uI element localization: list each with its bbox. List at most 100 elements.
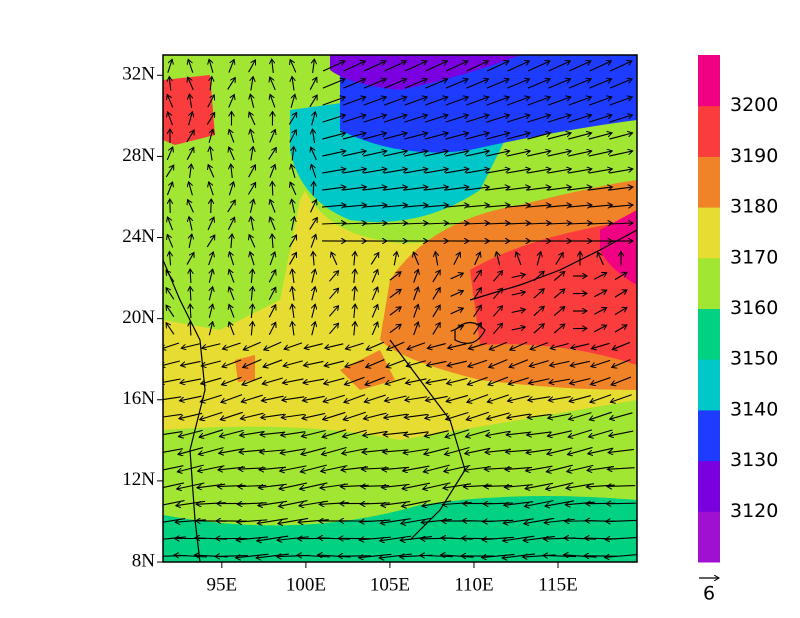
wind-arrow: [325, 343, 344, 348]
wind-arrow: [174, 555, 208, 557]
wind-arrow: [502, 553, 535, 558]
wind-arrow: [413, 287, 419, 301]
wind-arrow: [445, 429, 470, 437]
wind-arrow: [421, 518, 452, 522]
wind-arrow: [486, 169, 510, 174]
wind-arrow: [568, 97, 592, 106]
wind-arrow: [609, 79, 632, 89]
colorbar-swatch: [698, 409, 720, 462]
wind-arrow: [606, 503, 636, 504]
wind-arrow: [435, 252, 437, 266]
wind-arrow: [547, 151, 571, 157]
wind-arrow: [257, 535, 289, 541]
wind-arrow: [322, 169, 346, 174]
wind-arrow: [605, 538, 637, 540]
wind-arrow: [485, 223, 510, 224]
wind-arrow: [331, 252, 338, 266]
wind-arrow: [309, 77, 317, 90]
wind-arrow: [424, 447, 450, 454]
wind-arrow: [503, 518, 534, 523]
wind-arrow: [487, 394, 509, 402]
wind-arrow: [222, 342, 241, 349]
wind-arrow: [250, 199, 253, 213]
wind-arrow: [588, 169, 613, 174]
wind-arrow: [163, 465, 184, 471]
y-tick-label: 12N: [122, 469, 155, 490]
wind-arrow: [384, 61, 407, 72]
wind-arrow: [354, 322, 355, 336]
wind-arrow: [169, 252, 170, 266]
wind-arrow: [163, 536, 186, 540]
wind-arrow: [527, 115, 551, 123]
wind-arrow: [425, 61, 448, 72]
wind-arrow: [264, 341, 282, 350]
wind-arrow: [329, 306, 338, 317]
wind-arrow: [506, 151, 530, 157]
wind-arrow: [242, 376, 263, 385]
wind-arrow: [432, 305, 440, 318]
wind-arrow: [466, 61, 489, 72]
wind-arrow: [311, 164, 317, 178]
wind-arrow: [179, 395, 202, 401]
wind-arrow: [313, 182, 314, 196]
wind-arrow: [282, 396, 305, 400]
colorbar-label: 3150: [730, 348, 778, 370]
wind-arrow: [342, 133, 366, 140]
wind-arrow: [511, 327, 526, 330]
wind-arrow: [486, 133, 509, 140]
wind-arrow: [270, 217, 276, 231]
wind-arrow: [248, 165, 256, 178]
wind-arrow: [277, 536, 309, 540]
wind-arrow: [231, 164, 233, 179]
wind-arrow: [248, 60, 256, 73]
wind-arrow: [403, 223, 428, 224]
wind-arrow: [261, 395, 284, 401]
wind-arrow: [548, 413, 572, 418]
colorbar-label: 3130: [730, 449, 778, 471]
wind-arrow: [445, 187, 469, 191]
wind-arrow: [404, 133, 427, 140]
wind-arrow: [370, 253, 379, 265]
wind-arrow: [568, 169, 592, 174]
wind-arrow: [312, 322, 315, 336]
wind-arrow: [511, 310, 526, 313]
wind-arrow: [292, 304, 294, 319]
wind-arrow: [506, 169, 531, 174]
wind-arrow: [188, 200, 194, 213]
wind-arrow: [533, 324, 544, 334]
wind-arrow: [354, 269, 355, 284]
wind-arrow: [343, 61, 366, 72]
wind-arrow: [168, 112, 173, 126]
wind-arrow: [371, 322, 377, 336]
wind-arrow: [607, 486, 636, 487]
colorbar-label: 3120: [730, 500, 778, 522]
wind-arrow: [424, 187, 449, 191]
wind-arrow: [547, 169, 572, 174]
wind-arrow: [383, 205, 408, 207]
wind-arrow: [190, 269, 191, 284]
wind-arrow: [386, 359, 406, 367]
wind-arrow: [188, 112, 193, 126]
wind-arrow: [292, 322, 294, 336]
colorbar-label: 3180: [730, 196, 778, 218]
wind-arrow: [546, 464, 573, 472]
wind-arrow: [163, 396, 182, 400]
colorbar-swatch: [698, 105, 720, 157]
wind-arrow: [280, 465, 307, 471]
wind-arrow: [403, 465, 430, 471]
wind-arrow: [288, 113, 296, 125]
wind-arrow: [312, 129, 314, 144]
wind-arrow: [413, 252, 420, 266]
wind-arrow: [400, 536, 432, 541]
wind-arrow: [270, 77, 276, 91]
wind-arrow: [445, 61, 468, 72]
wind-arrow: [344, 376, 365, 384]
wind-arrow: [614, 272, 627, 281]
wind-arrow: [466, 97, 489, 106]
wind-arrow: [241, 394, 263, 402]
wind-arrow: [343, 411, 366, 419]
wind-arrow: [209, 59, 214, 73]
wind-arrow: [389, 324, 401, 334]
wind-arrow: [290, 94, 295, 108]
wind-arrow: [251, 322, 252, 336]
